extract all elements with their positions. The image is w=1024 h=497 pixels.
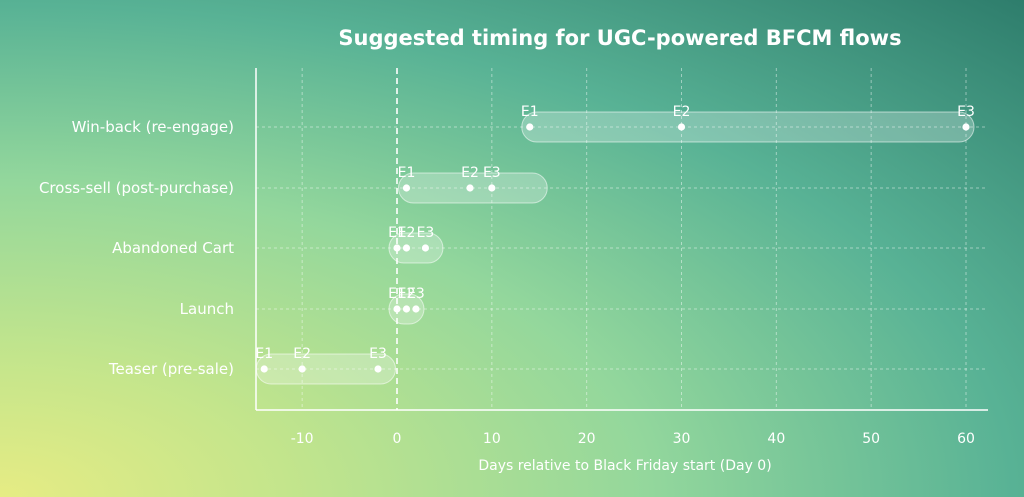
range-bar [388, 232, 444, 264]
x-tick-label: -10 [291, 431, 314, 447]
range-bars [255, 111, 975, 385]
category-label: Win-back (re-engage) [72, 118, 234, 136]
email-label: E2 [398, 225, 416, 241]
email-point [298, 365, 306, 373]
email-label: E2 [461, 165, 479, 181]
email-point [466, 184, 474, 192]
x-tick-label: 0 [393, 431, 402, 447]
email-point [260, 365, 268, 373]
email-label: E1 [388, 225, 406, 241]
category-label: Launch [180, 300, 234, 318]
email-label: E1 [255, 346, 273, 362]
x-tick-label: 40 [767, 431, 785, 447]
email-point [393, 305, 401, 313]
email-label: E1 [388, 286, 406, 302]
axes [255, 68, 988, 411]
email-point [374, 365, 382, 373]
x-tick-label: 30 [673, 431, 691, 447]
range-bar [255, 353, 397, 385]
range-bar [521, 111, 975, 143]
email-label: E3 [957, 104, 975, 120]
email-label: E3 [407, 286, 425, 302]
x-tick-label: 10 [483, 431, 501, 447]
category-label: Teaser (pre-sale) [108, 360, 234, 378]
x-tick-label: 20 [578, 431, 596, 447]
x-tick-labels: -10 0 10 20 30 40 50 60 [291, 431, 975, 447]
email-label: E3 [483, 165, 501, 181]
email-label: E2 [293, 346, 311, 362]
email-label: E1 [521, 104, 539, 120]
x-tick-label: 50 [862, 431, 880, 447]
email-point [526, 123, 534, 131]
y-category-labels: Win-back (re-engage) Cross-sell (post-pur… [39, 118, 234, 378]
email-label: E2 [398, 286, 416, 302]
email-point [412, 305, 420, 313]
email-point [421, 244, 430, 252]
email-point [402, 305, 411, 313]
email-label: E1 [398, 165, 416, 181]
category-label: Cross-sell (post-purchase) [39, 179, 234, 197]
category-label: Abandoned Cart [112, 239, 234, 257]
email-point [677, 123, 686, 131]
email-label: E2 [673, 104, 691, 120]
email-point [393, 244, 401, 252]
email-point [402, 244, 411, 252]
email-point [488, 184, 496, 192]
x-tick-label: 60 [957, 431, 975, 447]
email-point [962, 123, 970, 131]
email-label: E3 [417, 225, 435, 241]
chart-title: Suggested timing for UGC-powered BFCM fl… [338, 26, 901, 50]
email-point [402, 184, 411, 192]
x-axis-label: Days relative to Black Friday start (Day… [478, 458, 771, 474]
email-label: E3 [369, 346, 387, 362]
